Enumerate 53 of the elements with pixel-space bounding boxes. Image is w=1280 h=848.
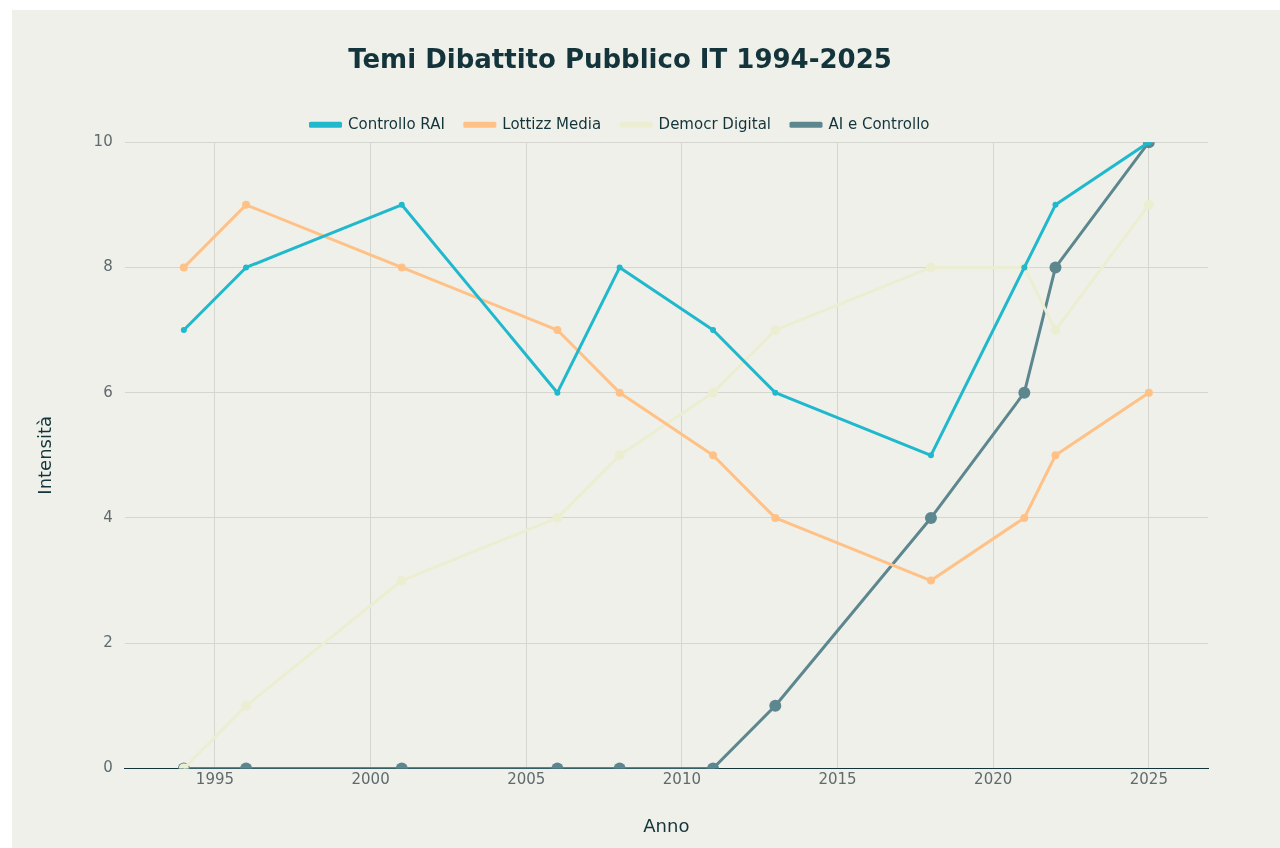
point <box>1052 201 1059 208</box>
point <box>243 264 250 271</box>
point <box>396 575 407 586</box>
legend-label: Controllo RAI <box>347 114 445 133</box>
point <box>553 326 562 335</box>
point <box>1049 261 1062 274</box>
point <box>1051 451 1060 460</box>
point <box>242 200 251 209</box>
x-tick-label: 2005 <box>507 770 546 789</box>
x-tick-label: 1995 <box>195 770 235 789</box>
legend-label: Lottizz Media <box>502 114 602 133</box>
point <box>180 327 187 334</box>
point <box>616 264 623 271</box>
point <box>1144 388 1153 397</box>
point <box>552 512 563 523</box>
legend-label: Democr Digital <box>658 114 771 133</box>
x-axis-title: Anno <box>643 814 690 836</box>
point <box>179 263 188 272</box>
point <box>1018 386 1031 399</box>
y-tick-label: 2 <box>103 633 113 652</box>
point <box>925 262 936 273</box>
point <box>241 700 252 711</box>
point <box>1143 199 1154 210</box>
point <box>770 325 781 336</box>
point <box>708 387 719 398</box>
point <box>397 263 406 272</box>
point <box>926 576 935 585</box>
point <box>1050 325 1061 336</box>
point <box>710 327 717 334</box>
point <box>769 699 782 712</box>
x-tick-label: 2015 <box>818 770 857 789</box>
point <box>614 450 625 461</box>
legend-label: AI e Controllo <box>828 114 930 133</box>
x-tick-label: 2010 <box>662 770 701 789</box>
point <box>1020 513 1029 522</box>
y-tick-label: 4 <box>103 507 113 526</box>
point <box>772 389 779 396</box>
y-tick-label: 8 <box>103 257 113 276</box>
y-tick-label: 0 <box>103 758 113 777</box>
point <box>771 513 780 522</box>
chart-title: Temi Dibattito Pubblico IT 1994-2025 <box>348 44 892 75</box>
y-axis-title: Intensità <box>34 415 56 495</box>
point <box>398 201 405 208</box>
point <box>615 388 624 397</box>
x-tick-label: 2000 <box>351 770 390 789</box>
x-tick-label: 2025 <box>1129 770 1168 789</box>
point <box>554 389 561 396</box>
y-tick-label: 10 <box>93 132 113 151</box>
x-tick-label: 2020 <box>974 770 1013 789</box>
point <box>709 451 718 460</box>
point <box>927 452 934 459</box>
point <box>924 511 937 524</box>
y-tick-label: 6 <box>103 382 113 401</box>
